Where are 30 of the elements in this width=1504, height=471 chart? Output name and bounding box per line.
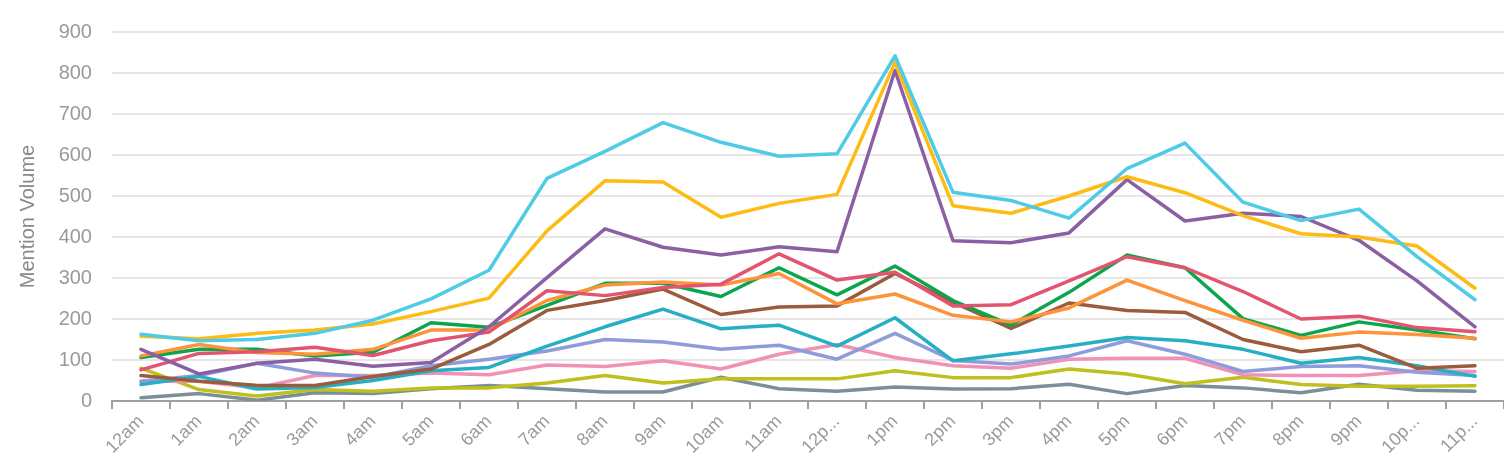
y-tick-label: 500 bbox=[58, 183, 92, 206]
x-tick-label: 7pm bbox=[1210, 410, 1250, 450]
y-tick-label: 600 bbox=[58, 142, 92, 165]
x-tick-label: 6am bbox=[456, 410, 496, 450]
y-tick-label: 0 bbox=[80, 388, 92, 411]
x-tick-label: 9am bbox=[630, 410, 670, 450]
x-tick-label: 11p... bbox=[1436, 410, 1482, 456]
x-tick-label: 1pm bbox=[862, 410, 902, 450]
x-tick-label: 9pm bbox=[1326, 410, 1366, 450]
x-tick-label: 8pm bbox=[1268, 410, 1308, 450]
x-tick-label: 4am bbox=[340, 410, 380, 450]
y-tick-label: 700 bbox=[58, 101, 92, 124]
y-tick-label: 300 bbox=[58, 265, 92, 288]
x-tick-label: 2am bbox=[224, 410, 264, 450]
y-tick-label: 200 bbox=[58, 306, 92, 329]
y-tick-label: 100 bbox=[58, 347, 92, 370]
x-tick-label: 2pm bbox=[920, 410, 960, 450]
x-tick-label: 4pm bbox=[1036, 410, 1076, 450]
x-tick-label: 5pm bbox=[1094, 410, 1134, 450]
y-tick-label: 400 bbox=[58, 224, 92, 247]
y-axis-title: Mention Volume bbox=[15, 144, 38, 289]
x-tick-label: 6pm bbox=[1152, 410, 1192, 450]
x-tick-label: 8am bbox=[572, 410, 612, 450]
y-tick-label: 900 bbox=[58, 19, 92, 42]
x-tick-label: 5am bbox=[398, 410, 438, 450]
x-tick-label: 1am bbox=[166, 410, 206, 450]
x-tick-label: 3pm bbox=[978, 410, 1018, 450]
x-tick-label: 3am bbox=[282, 410, 322, 450]
y-tick-label: 800 bbox=[58, 60, 92, 83]
x-tick-label: 7am bbox=[514, 410, 554, 450]
